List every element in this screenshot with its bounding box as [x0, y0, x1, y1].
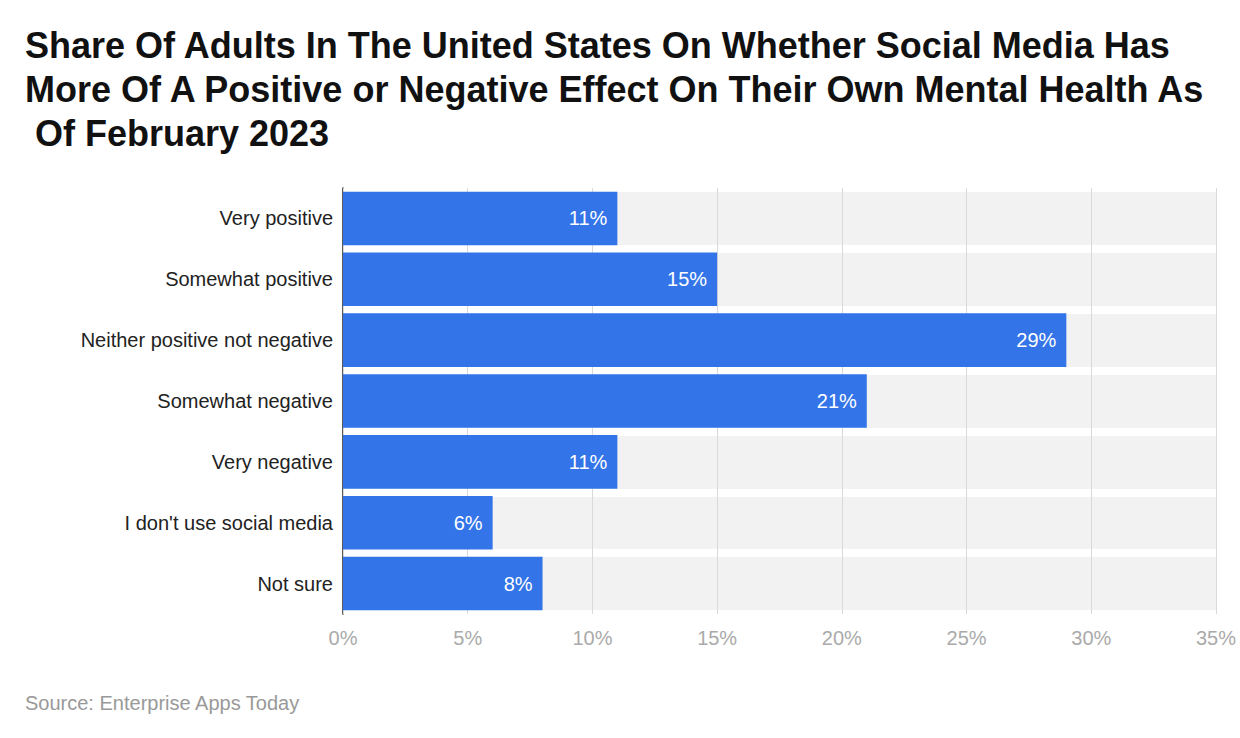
svg-text:30%: 30%	[1071, 627, 1111, 649]
svg-text:11%: 11%	[569, 451, 608, 473]
svg-text:20%: 20%	[822, 627, 862, 649]
svg-text:0%: 0%	[329, 627, 358, 649]
svg-text:5%: 5%	[453, 627, 482, 649]
svg-text:25%: 25%	[947, 627, 987, 649]
svg-text:Neither positive not negative: Neither positive not negative	[81, 329, 333, 351]
svg-text:8%: 8%	[504, 573, 533, 595]
svg-text:10%: 10%	[572, 627, 612, 649]
svg-text:Of February 2023: Of February 2023	[25, 113, 329, 154]
svg-text:21%: 21%	[817, 390, 857, 412]
svg-text:More Of A Positive or Negative: More Of A Positive or Negative Effect On…	[25, 69, 1203, 110]
svg-text:Source: Enterprise Apps Today: Source: Enterprise Apps Today	[25, 692, 299, 714]
svg-text:11%: 11%	[569, 207, 608, 229]
svg-text:Very negative: Very negative	[212, 451, 333, 473]
svg-text:Somewhat negative: Somewhat negative	[157, 390, 333, 412]
svg-text:I don't use social media: I don't use social media	[125, 512, 334, 534]
svg-text:15%: 15%	[697, 627, 737, 649]
svg-text:Share Of Adults In The United: Share Of Adults In The United States On …	[25, 25, 1180, 66]
svg-text:15%: 15%	[667, 268, 707, 290]
svg-text:Not sure: Not sure	[257, 573, 333, 595]
svg-text:6%: 6%	[454, 512, 483, 534]
svg-text:35%: 35%	[1196, 627, 1236, 649]
svg-text:Very positive: Very positive	[220, 207, 333, 229]
svg-text:Somewhat positive: Somewhat positive	[165, 268, 333, 290]
svg-text:29%: 29%	[1016, 329, 1056, 351]
